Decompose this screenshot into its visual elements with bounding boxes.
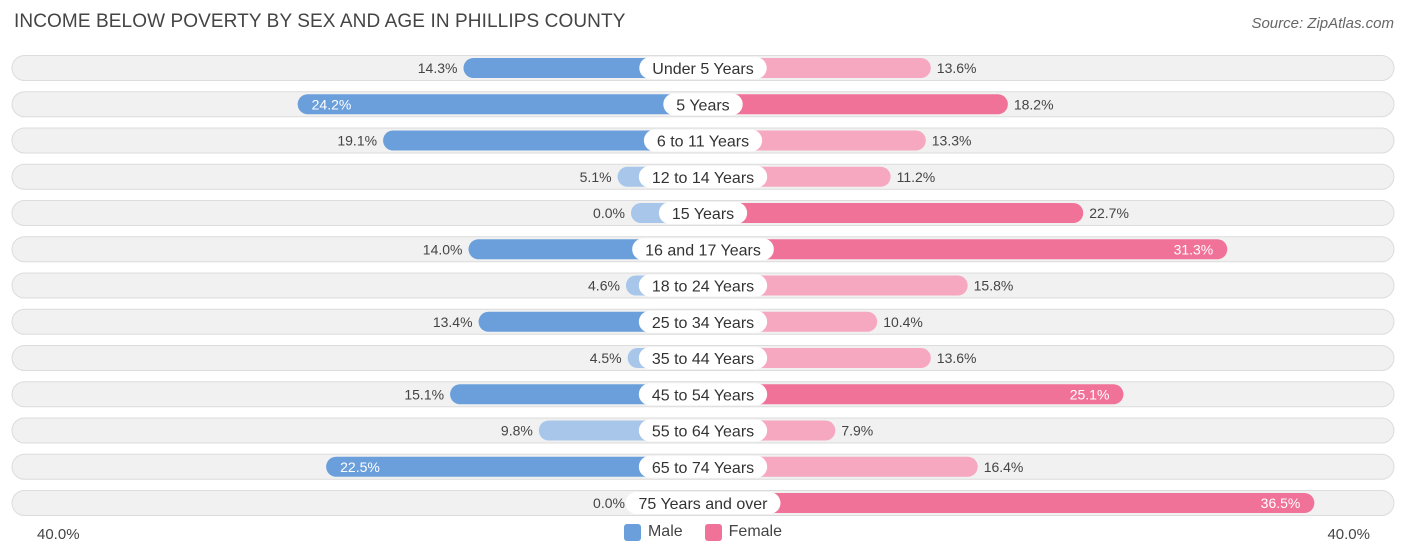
female-value-label: 18.2%	[1014, 96, 1054, 112]
category-label: 25 to 34 Years	[652, 315, 754, 332]
male-value-label: 5.1%	[580, 169, 612, 185]
male-value-label: 0.0%	[593, 205, 625, 221]
chart-title: INCOME BELOW POVERTY BY SEX AND AGE IN P…	[14, 11, 626, 32]
category-label-background	[639, 57, 767, 79]
category-label-background	[638, 455, 768, 478]
category-label: 6 to 11 Years	[657, 134, 749, 151]
category-label-background	[638, 165, 768, 188]
axis-label-left: 40.0%	[37, 526, 80, 543]
category-label: 55 to 64 Years	[652, 424, 754, 441]
male-value-label: 24.2%	[312, 96, 352, 112]
category-label: 18 to 24 Years	[652, 279, 754, 296]
female-value-label: 10.4%	[883, 314, 923, 330]
male-value-label: 14.0%	[423, 241, 463, 257]
legend: Male Female	[0, 523, 1406, 541]
male-value-label: 4.6%	[588, 278, 620, 294]
female-value-label: 15.8%	[974, 278, 1014, 294]
female-value-label: 22.7%	[1089, 205, 1129, 221]
axis-label-right: 40.0%	[1327, 526, 1370, 543]
male-value-label: 0.0%	[593, 495, 625, 511]
legend-label-male: Male	[647, 523, 683, 540]
category-label: 45 to 54 Years	[652, 387, 754, 404]
category-label: 35 to 44 Years	[652, 351, 754, 368]
male-value-label: 15.1%	[404, 386, 444, 402]
male-value-label: 4.5%	[590, 350, 622, 366]
category-label-background	[632, 238, 774, 261]
male-bar	[297, 94, 703, 115]
female-value-label: 16.4%	[984, 459, 1024, 475]
category-label-background	[643, 129, 763, 152]
female-value-label: 25.1%	[1070, 386, 1110, 402]
category-label: 5 Years	[676, 97, 729, 114]
legend-label-female: Female	[728, 523, 783, 540]
category-label: 65 to 74 Years	[652, 460, 754, 477]
female-bar	[703, 456, 978, 477]
male-value-label: 14.3%	[418, 60, 458, 76]
category-label-background	[638, 419, 768, 442]
female-bar	[703, 239, 1228, 260]
male-bar	[326, 456, 703, 477]
female-value-label: 13.3%	[932, 133, 972, 149]
male-value-label: 22.5%	[340, 459, 380, 475]
legend-swatch-female	[704, 523, 722, 541]
category-label-background	[638, 383, 768, 406]
legend-item-female: Female	[704, 523, 783, 541]
category-label-background	[625, 492, 781, 514]
legend-swatch-male	[623, 523, 641, 541]
male-value-label: 19.1%	[337, 133, 377, 149]
female-value-label: 31.3%	[1174, 241, 1214, 257]
female-bar	[703, 203, 1084, 223]
category-label-background	[658, 202, 748, 224]
female-bar	[703, 493, 1315, 513]
male-bar	[450, 384, 703, 405]
female-bar	[703, 384, 1124, 405]
category-label: 12 to 14 Years	[652, 170, 754, 187]
female-bar	[703, 275, 968, 296]
female-value-label: 7.9%	[841, 423, 873, 439]
female-value-label: 36.5%	[1261, 495, 1301, 511]
category-label: 16 and 17 Years	[645, 242, 761, 259]
category-label: Under 5 Years	[652, 61, 753, 78]
female-bar	[703, 94, 1008, 115]
category-label-background	[638, 310, 768, 333]
category-label: 15 Years	[672, 206, 734, 223]
male-value-label: 9.8%	[501, 423, 533, 439]
category-label: 75 Years and over	[639, 496, 769, 513]
female-value-label: 11.2%	[897, 169, 936, 185]
female-value-label: 13.6%	[937, 60, 977, 76]
category-label-background	[638, 347, 768, 369]
category-label-background	[638, 274, 768, 297]
category-label-background	[663, 93, 743, 116]
male-bar	[383, 130, 703, 151]
male-value-label: 13.4%	[433, 314, 473, 330]
female-value-label: 13.6%	[937, 350, 977, 366]
legend-item-male: Male	[623, 523, 683, 541]
source-note: Source: ZipAtlas.com	[1251, 15, 1394, 32]
